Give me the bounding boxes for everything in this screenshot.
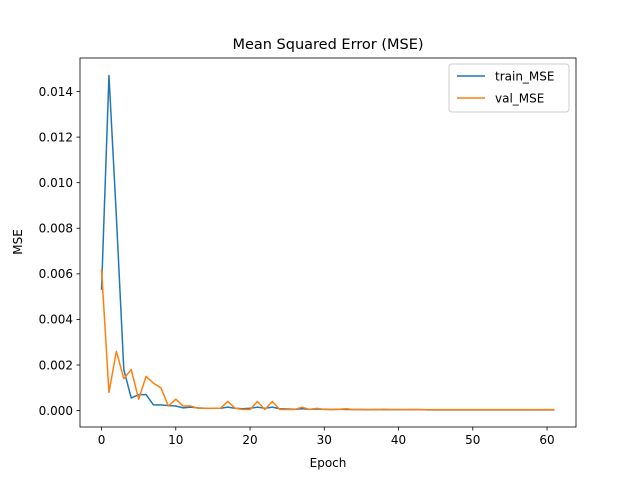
- y-tick-label: 0.004: [39, 313, 73, 327]
- x-tick-label: 50: [465, 433, 480, 447]
- x-tick-label: 40: [391, 433, 406, 447]
- chart-title: Mean Squared Error (MSE): [232, 37, 423, 53]
- y-tick-label: 0.012: [39, 130, 73, 144]
- x-tick-label: 10: [168, 433, 183, 447]
- axes-frame: [79, 57, 577, 428]
- series-line-val_MSE: [100, 269, 555, 411]
- y-tick-label: 0.006: [39, 267, 73, 281]
- legend-label-val_MSE: val_MSE: [495, 92, 544, 106]
- legend-label-train_MSE: train_MSE: [495, 70, 554, 84]
- x-tick-label: 20: [242, 433, 257, 447]
- y-tick-label: 0.000: [39, 404, 73, 418]
- y-tick-label: 0.010: [39, 176, 73, 190]
- y-tick-label: 0.008: [39, 222, 73, 236]
- y-tick-label: 0.014: [39, 85, 73, 99]
- x-tick-label: 60: [539, 433, 554, 447]
- x-tick-label: 30: [317, 433, 332, 447]
- legend: train_MSE val_MSE: [448, 63, 570, 113]
- plot-area: [100, 74, 555, 411]
- x-axis-label: Epoch: [310, 456, 347, 470]
- y-tick-label: 0.002: [39, 358, 73, 372]
- y-axis-label: MSE: [11, 229, 25, 255]
- axes: 0 10 20 30 40 50 60 0.000 0.002 0.004 0.006 0.008 0.…: [39, 57, 577, 447]
- x-tick-label: 0: [98, 433, 106, 447]
